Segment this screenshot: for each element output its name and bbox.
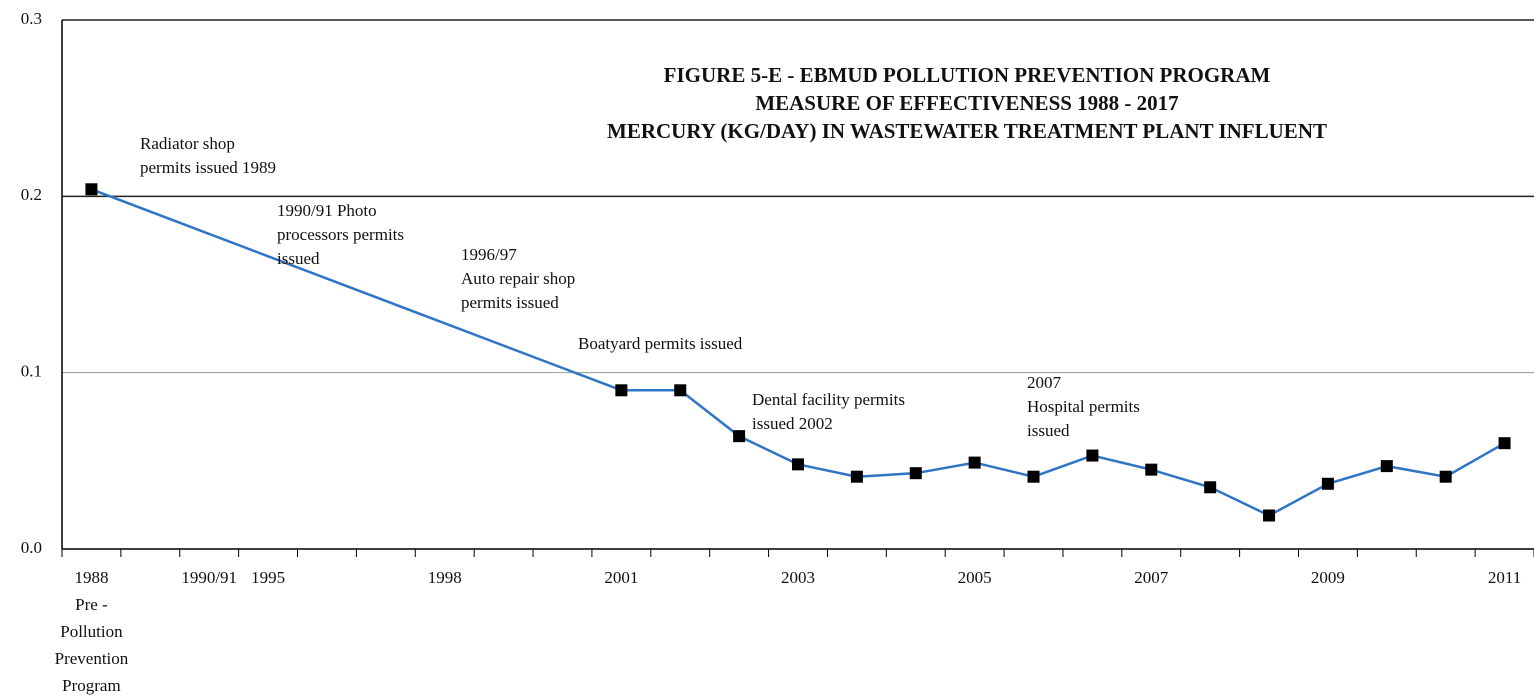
marker — [850, 470, 863, 483]
x-tick-label: 1998 — [428, 568, 462, 587]
x-note: Prevention — [55, 649, 129, 668]
marker — [1145, 463, 1158, 476]
y-tick-label: 0.2 — [21, 185, 42, 204]
marker — [968, 456, 981, 469]
marker — [1380, 460, 1393, 473]
x-tick-label: 2003 — [781, 568, 815, 587]
marker — [674, 384, 687, 397]
marker — [85, 183, 98, 196]
x-note: Pre - — [75, 595, 108, 614]
chart-title: FIGURE 5-E - EBMUD POLLUTION PREVENTION … — [664, 63, 1271, 87]
marker — [1321, 477, 1334, 490]
marker — [909, 467, 922, 480]
y-tick-label: 0.0 — [21, 538, 42, 557]
annotation: 1990/91 Photo — [277, 201, 377, 220]
x-tick-label: 1988 — [74, 568, 108, 587]
marker — [1439, 470, 1452, 483]
marker — [1204, 481, 1217, 494]
x-tick-label: 2001 — [604, 568, 638, 587]
marker — [733, 430, 746, 443]
annotation: issued 2002 — [752, 414, 833, 433]
marker — [1027, 470, 1040, 483]
annotation: Boatyard permits issued — [578, 334, 743, 353]
x-note: Pollution — [60, 622, 123, 641]
x-tick-label: 2005 — [958, 568, 992, 587]
annotation: processors permits — [277, 225, 404, 244]
chart-title: MEASURE OF EFFECTIVENESS 1988 - 2017 — [755, 91, 1178, 115]
annotation: Radiator shop — [140, 134, 235, 153]
marker — [1263, 509, 1276, 522]
annotation: 1996/97 — [461, 245, 517, 264]
x-tick-label: 2007 — [1134, 568, 1169, 587]
marker — [1086, 449, 1099, 462]
annotation: permits issued — [461, 293, 559, 312]
x-tick-label: 2009 — [1311, 568, 1345, 587]
x-note: Program — [62, 676, 121, 695]
annotation: Dental facility permits — [752, 390, 905, 409]
annotation: issued — [277, 249, 320, 268]
x-tick-label: 2011 — [1488, 568, 1521, 587]
annotation: permits issued 1989 — [140, 158, 276, 177]
annotation: 2007 — [1027, 373, 1062, 392]
chart-title: MERCURY (KG/DAY) IN WASTEWATER TREATMENT… — [607, 119, 1327, 143]
marker — [615, 384, 628, 397]
x-tick-label: 1990/91 — [181, 568, 237, 587]
annotation: issued — [1027, 421, 1070, 440]
y-tick-label: 0.1 — [21, 362, 42, 381]
x-tick-label: 1995 — [251, 568, 285, 587]
annotation: Auto repair shop — [461, 269, 575, 288]
annotation: Hospital permits — [1027, 397, 1140, 416]
y-tick-label: 0.3 — [21, 9, 42, 28]
marker — [792, 458, 804, 471]
marker — [1498, 437, 1511, 450]
